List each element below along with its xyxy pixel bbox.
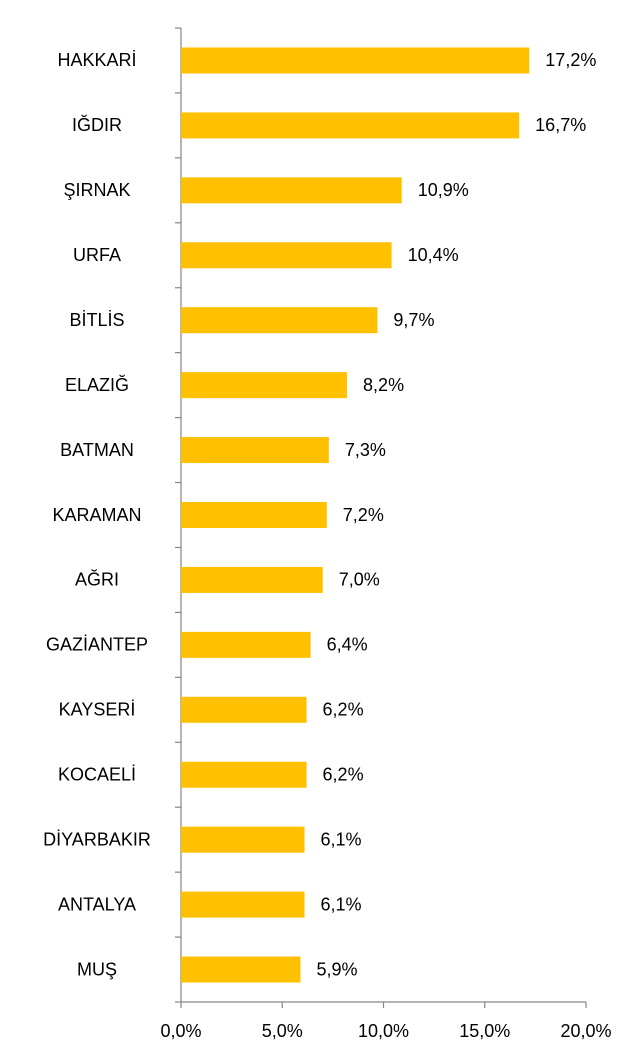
x-tick-label: 0,0% xyxy=(160,1021,201,1041)
x-tick-label: 20,0% xyxy=(560,1021,611,1041)
x-tick-label: 10,0% xyxy=(358,1021,409,1041)
bar xyxy=(181,437,329,464)
y-tick-label: BATMAN xyxy=(60,440,134,460)
bar xyxy=(181,696,307,723)
value-label: 6,1% xyxy=(321,894,362,914)
value-label: 16,7% xyxy=(535,115,586,135)
bar xyxy=(181,47,530,74)
y-tick-label: KARAMAN xyxy=(52,505,141,525)
value-label: 9,7% xyxy=(393,310,434,330)
bar xyxy=(181,112,520,139)
bar xyxy=(181,177,402,204)
value-label: 6,4% xyxy=(327,635,368,655)
value-label: 5,9% xyxy=(316,959,357,979)
y-tick-label: ŞIRNAK xyxy=(63,180,130,200)
y-tick-label: IĞDIR xyxy=(72,114,122,135)
y-tick-label: BİTLİS xyxy=(69,310,124,330)
bar xyxy=(181,631,311,658)
bar xyxy=(181,566,323,593)
value-label: 6,2% xyxy=(323,700,364,720)
value-label: 6,1% xyxy=(321,829,362,849)
bar xyxy=(181,307,378,334)
x-tick-label: 5,0% xyxy=(262,1021,303,1041)
value-label: 7,2% xyxy=(343,505,384,525)
y-tick-label: AĞRI xyxy=(75,569,119,590)
y-tick-label: GAZİANTEP xyxy=(46,635,148,655)
y-tick-label: MUŞ xyxy=(77,959,117,979)
y-tick-label: KAYSERİ xyxy=(59,700,136,720)
value-label: 7,3% xyxy=(345,440,386,460)
bar xyxy=(181,502,327,528)
value-label: 10,4% xyxy=(408,245,459,265)
y-tick-label: URFA xyxy=(73,245,121,265)
value-label: 17,2% xyxy=(545,50,596,70)
bar xyxy=(181,826,305,853)
value-label: 7,0% xyxy=(339,570,380,590)
y-tick-label: HAKKARİ xyxy=(57,50,136,70)
value-label: 6,2% xyxy=(323,764,364,784)
bar xyxy=(181,372,348,399)
value-label: 8,2% xyxy=(363,375,404,395)
bar xyxy=(181,242,392,269)
bar xyxy=(181,956,301,983)
y-tick-label: ELAZIĞ xyxy=(65,374,129,395)
bar xyxy=(181,891,305,918)
y-tick-label: DİYARBAKIR xyxy=(43,829,151,849)
value-label: 10,9% xyxy=(418,180,469,200)
x-tick-label: 15,0% xyxy=(459,1021,510,1041)
y-tick-label: KOCAELİ xyxy=(58,764,136,784)
bar xyxy=(181,761,307,788)
y-tick-label: ANTALYA xyxy=(58,894,136,914)
